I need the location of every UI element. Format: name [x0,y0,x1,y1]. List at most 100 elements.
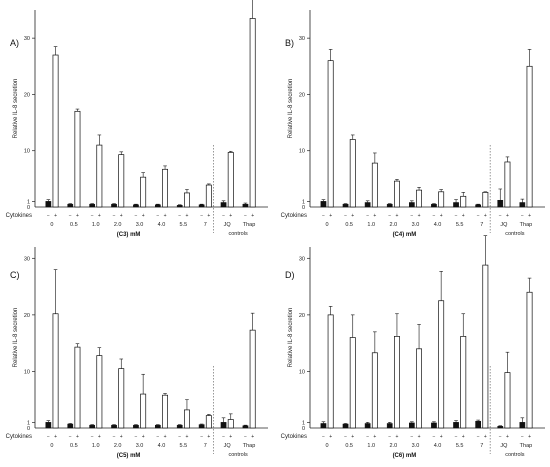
x-tick-label: 2.0 [114,222,122,228]
x-tick-label: 5.5 [456,443,464,449]
bar-cytokines-plus [118,154,125,208]
cytokines-plus-sign: + [462,213,465,219]
x-tick-label: Thap [520,443,533,449]
cytokines-plus-sign: + [395,213,398,219]
x-tick-label: 1.0 [92,222,100,228]
chart-panel-3: C) 1 10 20 30 0 Relative IL-8 secretion Cytokin… [6,247,268,459]
cytokines-row-label: Cytokines [6,213,32,219]
bar-cytokines-minus [431,203,437,208]
bar-cytokines-minus [519,422,526,429]
chart-panel-1: A) 1 10 20 30 0 Relative IL-8 secretion Cytokin… [6,0,268,238]
bar-cytokines-plus [227,152,234,208]
bar-cytokines-minus [133,424,139,429]
y-tick-label: 30 [24,36,30,42]
x-tick-label: 2.0 [114,443,122,449]
bar-cytokines-plus [96,144,103,208]
bar-cytokines-plus [162,168,168,208]
bar-cytokines-minus [364,423,371,429]
bar-cytokines-minus [176,424,183,429]
bar-cytokines-minus [386,423,393,429]
x-axis-label: (C4) mM [393,232,417,238]
controls-label: controls [228,452,248,458]
bar-cytokines-plus [438,191,445,208]
cytokines-minus-sign: − [113,213,116,219]
y-axis-label: Relative IL-8 secretion [13,308,19,368]
x-tick-label: 0 [326,443,329,449]
x-axis-label: (C6) mM [393,453,417,459]
controls-label: controls [505,231,525,237]
cytokines-minus-sign: − [521,213,524,219]
controls-label: controls [228,231,248,237]
bar-cytokines-plus [205,184,212,208]
cytokines-plus-sign: + [351,434,354,440]
y-tick-label: 20 [24,313,30,319]
bar-cytokines-minus [475,204,481,208]
x-tick-label: 7 [204,443,207,449]
x-tick-label: 3.0 [136,222,144,228]
x-tick-label: 5.5 [180,443,188,449]
bar-cytokines-minus [519,202,526,208]
cytokines-minus-sign: − [178,434,181,440]
bar-cytokines-plus [249,329,256,429]
cytokines-minus-sign: − [200,213,203,219]
cytokines-minus-sign: − [477,434,480,440]
cytokines-plus-sign: + [418,213,421,219]
cytokines-minus-sign: − [521,434,524,440]
cytokines-minus-sign: − [91,434,94,440]
bar-cytokines-minus [89,203,96,208]
bar-cytokines-plus [205,415,212,429]
bar-cytokines-minus [364,202,371,208]
cytokines-minus-sign: − [47,434,50,440]
x-tick-label: 3.0 [136,443,144,449]
y-tick-label: 30 [299,256,305,262]
x-tick-label: 0.5 [70,443,78,449]
bar-cytokines-plus [526,65,533,208]
cytokines-minus-sign: − [388,434,391,440]
cytokines-plus-sign: + [373,213,376,219]
bar-cytokines-minus [453,202,459,208]
y-tick-label: 1 [27,199,30,205]
cytokines-minus-sign: − [477,213,480,219]
cytokines-minus-sign: − [432,434,435,440]
cytokines-plus-sign: + [329,213,332,219]
cytokines-plus-sign: + [54,434,57,440]
cytokines-minus-sign: − [134,434,137,440]
x-axis-label: (C5) mM [117,453,141,459]
x-tick-label: 7 [480,222,483,228]
x-tick-label: 0.5 [70,222,78,228]
bar-cytokines-minus [67,423,74,429]
cytokines-plus-sign: + [185,213,188,219]
x-tick-label: Thap [243,443,256,449]
x-tick-label: 4.0 [434,222,442,228]
x-tick-label: 4.0 [158,443,166,449]
bar-cytokines-minus [220,422,227,429]
y-tick-label: 30 [24,256,30,262]
cytokines-plus-sign: + [418,434,421,440]
bar-cytokines-plus [349,337,356,429]
bar-cytokines-minus [497,426,504,429]
bar-cytokines-minus [176,205,183,208]
x-tick-label: Thap [243,222,256,228]
bar-cytokines-minus [67,203,74,208]
cytokines-minus-sign: − [222,213,225,219]
x-tick-label: 0.5 [345,222,353,228]
panel-label: C) [10,270,20,280]
x-tick-label: 4.0 [158,222,166,228]
cytokines-plus-sign: + [329,434,332,440]
bar-cytokines-minus [242,425,249,429]
cytokines-plus-sign: + [462,434,465,440]
y-tick-label: 20 [299,92,305,98]
cytokines-minus-sign: − [156,213,159,219]
cytokines-minus-sign: − [244,213,247,219]
cytokines-minus-sign: − [410,434,413,440]
cytokines-minus-sign: − [222,434,225,440]
cytokines-plus-sign: + [120,213,123,219]
cytokines-plus-sign: + [373,434,376,440]
x-tick-label: 3.0 [412,443,420,449]
x-tick-label: JQ [224,443,232,449]
bar-cytokines-plus [416,348,423,429]
cytokines-minus-sign: − [47,213,50,219]
cytokines-plus-sign: + [251,434,254,440]
bar-cytokines-minus [497,199,504,208]
